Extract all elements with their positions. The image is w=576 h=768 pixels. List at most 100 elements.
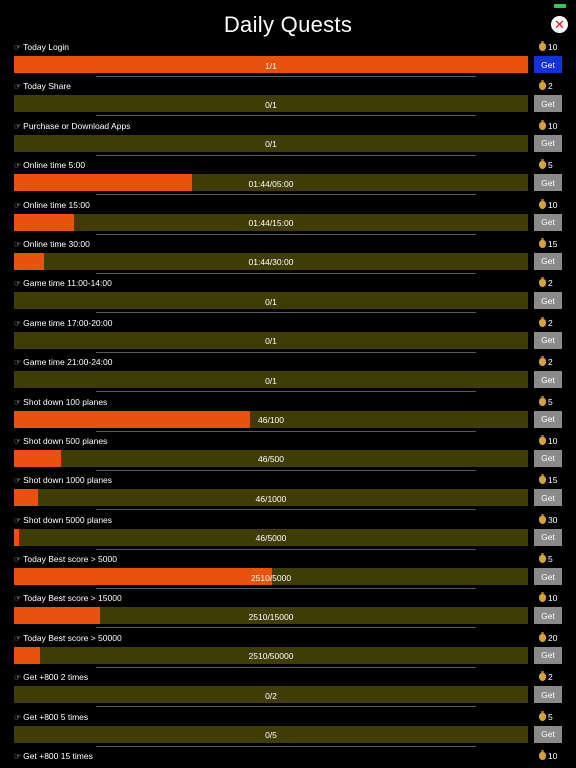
progress-fill [14, 607, 100, 625]
progress-fill [14, 410, 251, 428]
get-reward-button[interactable]: Get [534, 725, 562, 743]
quest-label-text: Shot down 500 planes [23, 435, 108, 446]
quest-label: ☞ Purchase or Download Apps [14, 121, 130, 131]
row-divider [96, 666, 476, 668]
pointing-hand-icon: ☞ [14, 476, 22, 486]
quest-label: ☞ Online time 15:00 [14, 200, 90, 210]
quest-label-text: Today Login [23, 42, 70, 52]
progress-bar: 01:44/15:00 [14, 213, 528, 231]
quest-row: ☞ Purchase or Download Apps 10 0/1 Get [0, 118, 576, 157]
get-reward-button[interactable]: Get [534, 134, 562, 152]
quest-list[interactable]: ☞ Today Login 10 1/1 Get ☞ Today Share 2 0/1 Get ☞… [0, 39, 576, 768]
get-reward-button[interactable]: Get [534, 607, 562, 625]
quest-row: ☞ Shot down 1000 planes 15 46/1000 Get [0, 472, 576, 511]
quest-row: ☞ Game time 11:00-14:00 2 0/1 Get [0, 275, 576, 314]
progress-bar: 46/5000 [14, 528, 528, 546]
reward-amount: 15 [548, 475, 558, 486]
money-bag-icon [539, 119, 546, 130]
reward-amount: 10 [548, 751, 558, 762]
quest-label: ☞ Today Login [14, 42, 69, 52]
get-reward-button[interactable]: Get [534, 213, 562, 231]
progress-text: 0/2 [265, 690, 277, 701]
get-reward-button[interactable]: Get [534, 56, 562, 73]
quest-label-text: Online time 15:00 [23, 199, 90, 210]
row-divider [96, 745, 476, 747]
row-divider [96, 115, 476, 117]
reward-amount: 2 [548, 672, 553, 683]
get-reward-button[interactable]: Get [534, 331, 562, 349]
row-divider [96, 194, 476, 196]
quest-reward: 10 [539, 119, 558, 131]
row-divider [96, 312, 476, 314]
progress-text: 1/1 [265, 60, 277, 71]
get-reward-button[interactable]: Get [534, 568, 562, 586]
progress-bar: 0/1 [14, 371, 528, 389]
close-button[interactable]: ✕ [551, 16, 568, 33]
quest-label-text: Shot down 100 planes [23, 396, 108, 407]
quest-reward: 2 [539, 316, 553, 328]
row-divider [96, 548, 476, 550]
reward-amount: 20 [548, 632, 558, 643]
row-divider [96, 76, 476, 77]
progress-text: 46/5000 [255, 533, 287, 544]
quest-reward: 2 [539, 671, 553, 683]
quest-label-text: Get +800 2 times [23, 672, 89, 683]
progress-fill [14, 449, 62, 467]
money-bag-icon [539, 237, 546, 248]
get-reward-button[interactable]: Get [534, 174, 562, 192]
reward-amount: 2 [548, 81, 553, 92]
row-divider [96, 509, 476, 511]
quest-row: ☞ Game time 17:00-20:00 2 0/1 Get [0, 315, 576, 354]
quest-reward: 10 [539, 198, 557, 210]
quest-label-text: Game time 17:00-20:00 [23, 317, 113, 328]
row-divider [96, 627, 476, 629]
reward-amount: 10 [548, 435, 558, 446]
quest-reward: 2 [539, 356, 553, 367]
progress-text: 01:44/05:00 [248, 178, 294, 189]
progress-bar: 46/100 [14, 410, 528, 428]
progress-text: 0/1 [265, 296, 277, 307]
money-bag-icon [539, 631, 546, 642]
get-reward-button[interactable]: Get [534, 449, 562, 467]
progress-text: 46/500 [258, 454, 284, 465]
pointing-hand-icon: ☞ [14, 712, 22, 722]
progress-text: 0/5 [265, 730, 277, 741]
get-reward-button[interactable]: Get [534, 95, 562, 113]
quest-label-text: Purchase or Download Apps [23, 120, 131, 131]
quest-label-text: Today Best score > 50000 [23, 632, 122, 643]
get-reward-button[interactable]: Get [534, 489, 562, 507]
pointing-hand-icon: ☞ [14, 515, 22, 525]
row-divider [96, 430, 476, 432]
get-reward-button[interactable]: Get [534, 528, 562, 546]
money-bag-icon [539, 750, 546, 761]
get-reward-button[interactable]: Get [534, 410, 562, 428]
quest-label: ☞ Shot down 500 planes [14, 436, 107, 446]
get-reward-button[interactable]: Get [534, 252, 562, 270]
quest-label: ☞ Shot down 100 planes [14, 397, 107, 407]
get-reward-button[interactable]: Get [534, 686, 562, 704]
progress-bar: 0/1 [14, 95, 528, 113]
quest-reward: 10 [539, 434, 558, 446]
pointing-hand-icon: ☞ [14, 594, 22, 604]
quest-row: ☞ Today Best score > 5000 5 2510/5000 Get [0, 551, 576, 590]
reward-amount: 15 [548, 238, 558, 249]
get-reward-button[interactable]: Get [534, 292, 562, 310]
progress-text: 2510/50000 [248, 651, 294, 662]
money-bag-icon [539, 41, 546, 51]
progress-fill [14, 56, 528, 73]
get-reward-button[interactable]: Get [534, 646, 562, 664]
get-reward-button[interactable]: Get [534, 371, 562, 389]
quest-reward: 10 [539, 592, 558, 604]
quest-label: ☞ Online time 5:00 [14, 160, 85, 170]
quest-row: ☞ Today Login 10 1/1 Get [0, 39, 576, 78]
quest-label: ☞ Today Best score > 50000 [14, 633, 122, 643]
quest-reward: 20 [539, 631, 558, 643]
reward-amount: 10 [548, 593, 558, 604]
quest-row: ☞ Today Share 2 0/1 Get [0, 78, 576, 117]
progress-text: 0/1 [265, 99, 277, 110]
progress-bar: 46/1000 [14, 489, 528, 507]
pointing-hand-icon: ☞ [14, 633, 22, 643]
reward-amount: 10 [548, 120, 558, 131]
money-bag-icon [539, 474, 546, 485]
money-bag-icon [539, 277, 546, 288]
